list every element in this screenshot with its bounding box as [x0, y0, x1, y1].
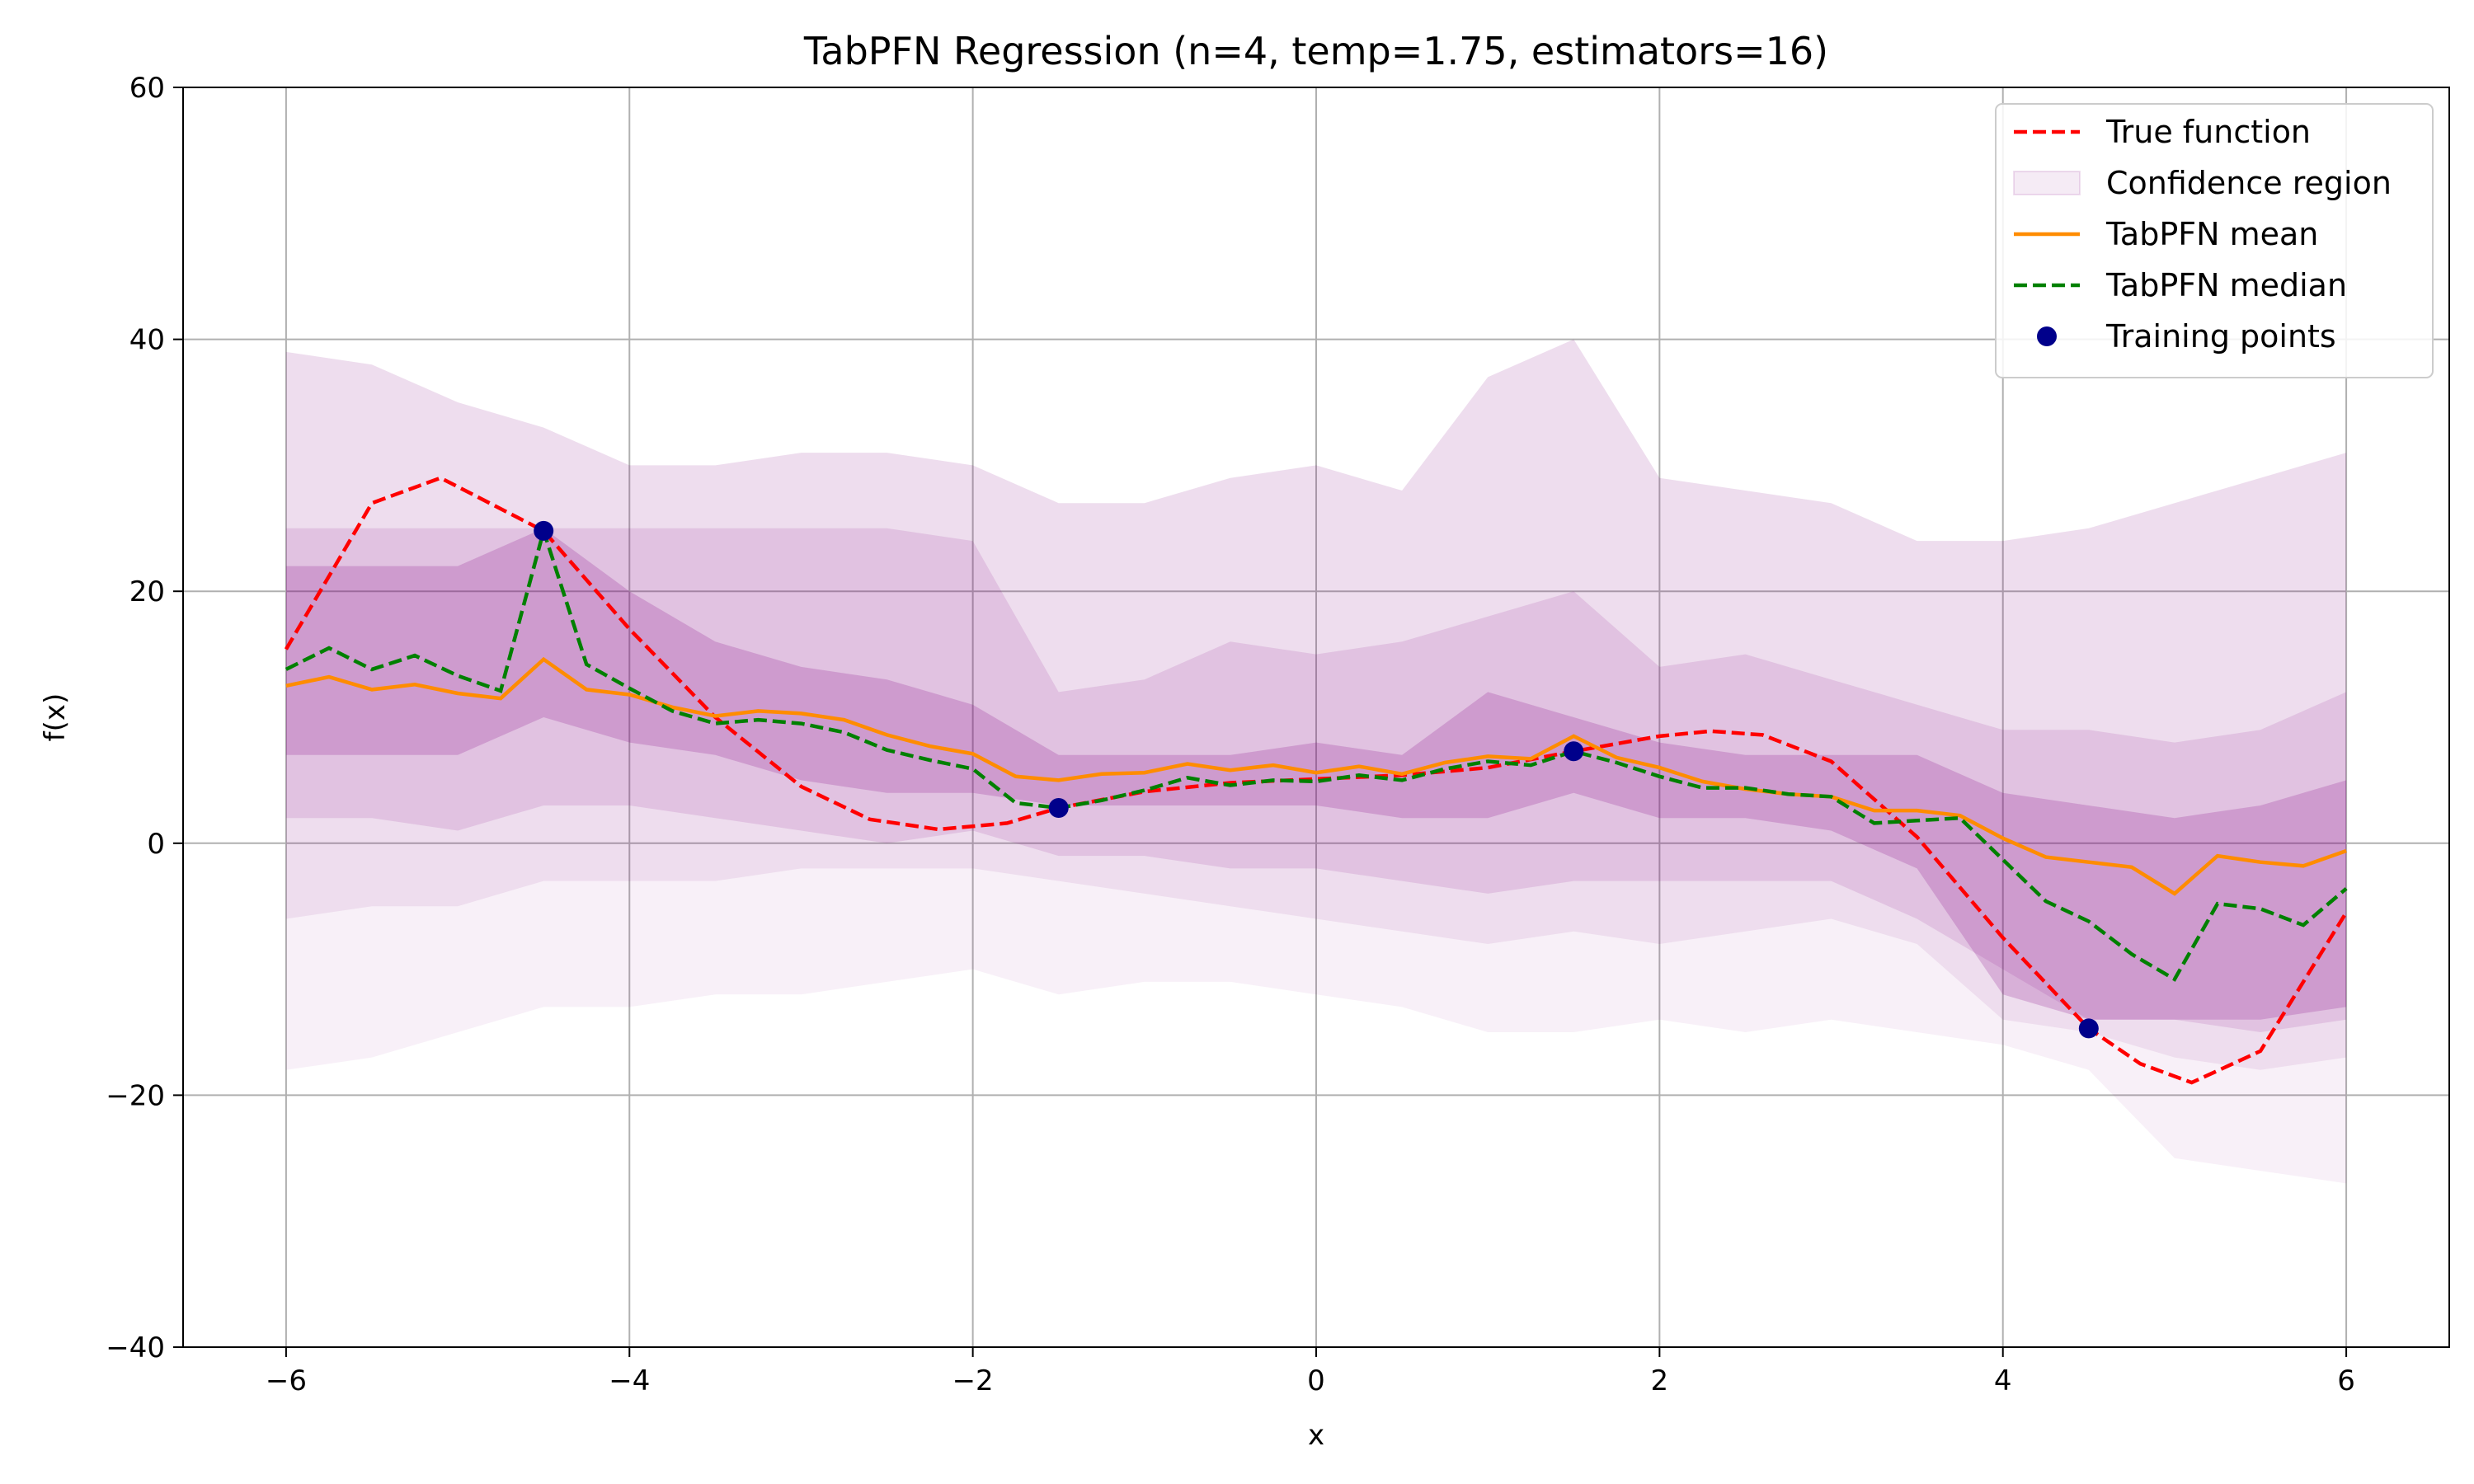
- mean-line: [285, 656, 2347, 896]
- legend-label: True function: [2105, 114, 2311, 150]
- x-tick-label: 4: [1994, 1364, 2012, 1397]
- series-lines: [284, 476, 2349, 1085]
- legend-swatch: [2013, 171, 2081, 195]
- y-axis-label: f(x): [39, 693, 72, 742]
- y-tick-label: −40: [106, 1331, 165, 1364]
- training-point: [2078, 1018, 2099, 1039]
- x-tick-label: −6: [266, 1364, 307, 1397]
- x-tick-label: 2: [1651, 1364, 1669, 1397]
- training-point: [1048, 798, 1069, 819]
- x-tick-label: 6: [2337, 1364, 2355, 1397]
- x-axis-label: x: [1308, 1419, 1324, 1452]
- legend-label: TabPFN mean: [2105, 216, 2318, 252]
- legend-label: TabPFN median: [2105, 267, 2347, 303]
- y-tick-label: 0: [147, 828, 165, 861]
- y-tick-label: −20: [106, 1079, 165, 1112]
- legend-box: [1995, 103, 2434, 378]
- median-line: [285, 524, 2348, 982]
- training-point: [1564, 741, 1584, 762]
- training-point: [534, 520, 554, 541]
- true-function-line: [284, 476, 2349, 1085]
- chart-title: TabPFN Regression (n=4, temp=1.75, estim…: [803, 29, 1828, 73]
- y-tick-label: 40: [129, 324, 165, 357]
- y-tick-label: 60: [129, 72, 165, 105]
- y-tick-label: 20: [129, 575, 165, 608]
- confidence-band: [285, 528, 2347, 1032]
- training-points: [534, 520, 2099, 1039]
- legend: True function Confidence region TabPFN mea…: [1995, 103, 2434, 378]
- x-tick-label: −2: [952, 1364, 994, 1397]
- x-tick-label: 0: [1307, 1364, 1325, 1397]
- legend-label: Confidence region: [2106, 165, 2392, 201]
- legend-swatch: [2037, 326, 2057, 346]
- confidence-band: [285, 339, 2347, 1070]
- confidence-band: [285, 339, 2347, 1184]
- legend-label: Training points: [2105, 318, 2336, 355]
- x-tick-label: −4: [609, 1364, 650, 1397]
